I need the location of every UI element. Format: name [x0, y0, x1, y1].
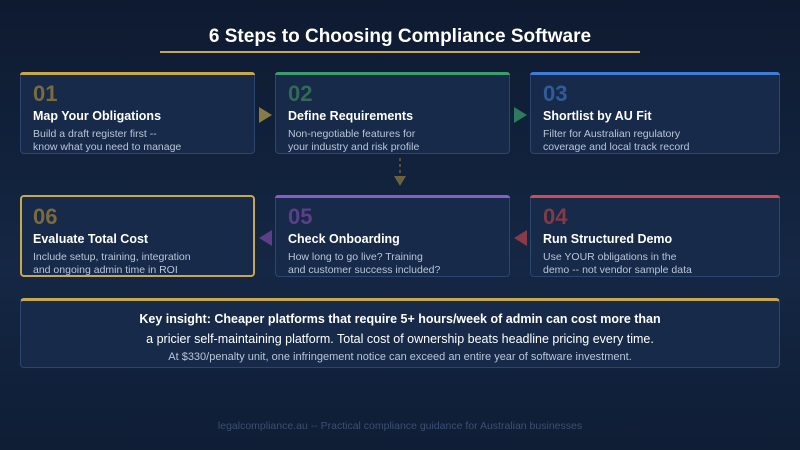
- step-card: 04 Run Structured Demo Use YOUR obligati…: [530, 195, 780, 277]
- step-desc: Use YOUR obligations in the: [543, 251, 677, 263]
- step-card: 02 Define Requirements Non-negotiable fe…: [275, 72, 510, 154]
- step-title: Evaluate Total Cost: [33, 232, 149, 246]
- step-desc: demo -- not vendor sample data: [543, 264, 692, 276]
- step-desc: How long to go live? Training: [288, 251, 423, 263]
- title-rule: [160, 51, 640, 53]
- arrow-right: [259, 107, 272, 123]
- step-number: 05: [288, 204, 313, 229]
- card-accent: [20, 72, 255, 75]
- step-desc: coverage and local track record: [543, 141, 690, 153]
- insight-headline: Key insight: Cheaper platforms that requ…: [139, 312, 661, 326]
- arrow-left: [514, 230, 527, 246]
- step-number: 06: [33, 204, 58, 229]
- step-title: Shortlist by AU Fit: [543, 109, 652, 123]
- step-card: 05 Check Onboarding How long to go live?…: [275, 195, 510, 277]
- insight-note: At $330/penalty unit, one infringement n…: [168, 351, 632, 363]
- title: 6 Steps to Choosing Compliance Software: [208, 26, 592, 47]
- step-title: Define Requirements: [288, 109, 414, 123]
- step-desc: Build a draft register first --: [33, 128, 157, 140]
- card-accent: [275, 72, 510, 75]
- arrow-left: [259, 230, 272, 246]
- step-card-highlight: 06 Evaluate Total Cost Include setup, tr…: [20, 195, 255, 277]
- step-title: Map Your Obligations: [33, 109, 162, 123]
- step-title: Check Onboarding: [288, 232, 400, 246]
- arrow-right: [514, 107, 527, 123]
- card-accent: [530, 72, 780, 75]
- arrow-down: [394, 176, 406, 186]
- insight-text: a pricier self-maintaining platform. Tot…: [146, 332, 654, 346]
- step-desc: know what you need to manage: [33, 141, 182, 153]
- card-accent: [530, 195, 780, 198]
- step-desc: and ongoing admin time in ROI: [33, 264, 178, 276]
- footer: legalcompliance.au -- Practical complian…: [217, 420, 583, 432]
- step-desc: and customer success included?: [288, 264, 441, 276]
- step-card: 01 Map Your Obligations Build a draft re…: [20, 72, 255, 154]
- step-number: 01: [33, 81, 58, 106]
- step-card: 03 Shortlist by AU Fit Filter for Austra…: [530, 72, 780, 154]
- step-desc: Non-negotiable features for: [288, 128, 416, 140]
- step-number: 03: [543, 81, 568, 106]
- card-accent: [275, 195, 510, 198]
- step-title: Run Structured Demo: [543, 232, 673, 246]
- step-number: 02: [288, 81, 313, 106]
- step-desc: your industry and risk profile: [288, 141, 420, 153]
- step-desc: Include setup, training, integration: [33, 251, 191, 263]
- insight-box: Key insight: Cheaper platforms that requ…: [20, 298, 780, 368]
- step-desc: Filter for Australian regulatory: [543, 128, 681, 140]
- step-number: 04: [543, 204, 568, 229]
